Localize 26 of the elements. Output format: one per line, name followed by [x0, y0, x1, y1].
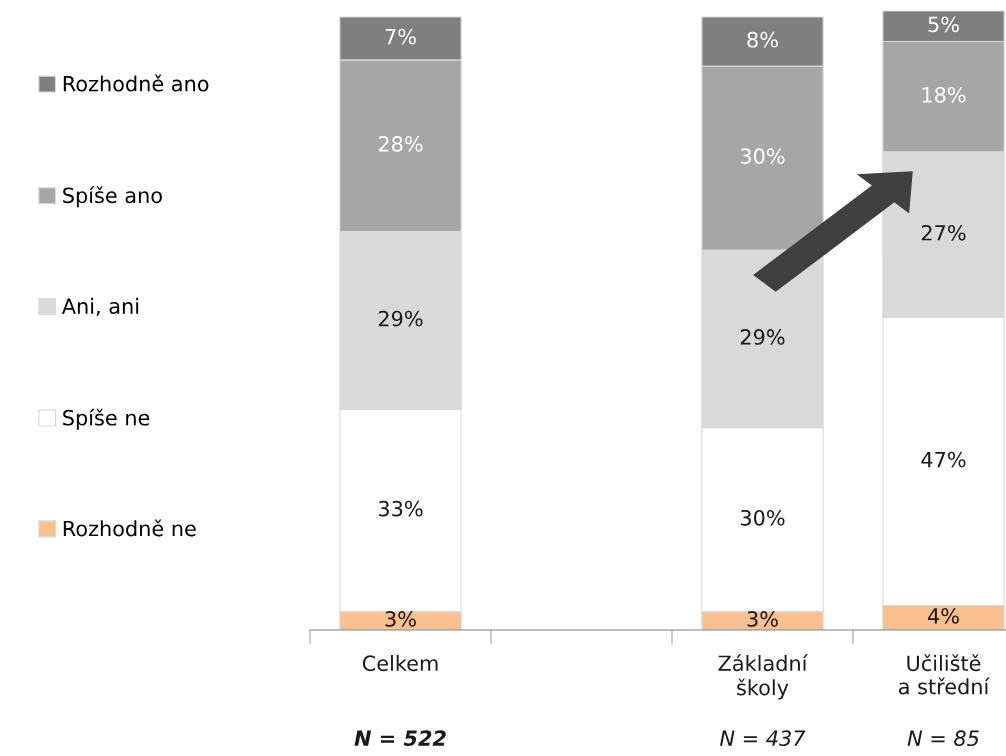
data-label: 47% [921, 451, 966, 468]
text: N = 522 [354, 730, 446, 747]
text: N = 85 [907, 730, 979, 747]
legend-label: Ani, ani [61, 297, 139, 317]
legend-label: Spíše ne [63, 408, 150, 430]
data-label: 27% [921, 224, 966, 241]
data-label: 29% [740, 329, 785, 345]
data-label: 3% [385, 611, 416, 627]
data-label: 8% [747, 31, 778, 48]
legend-label: Rozhodně ne [63, 519, 196, 537]
data-label: 29% [378, 310, 423, 327]
data-label: 33% [378, 500, 423, 517]
x-tick-label: Základní školy [718, 654, 808, 700]
data-label: 28% [378, 136, 423, 152]
text: N = 437 [720, 730, 806, 747]
data-label: 18% [922, 86, 966, 103]
data-label: 5% [928, 16, 959, 33]
data-label: 4% [927, 608, 959, 624]
data-label: 3% [747, 611, 778, 627]
data-label: 30% [740, 148, 785, 165]
x-tick-label: Celkem [362, 655, 438, 672]
x-tick-label: Učiliště a střední [898, 654, 990, 695]
legend-label: Rozhodně ano [63, 74, 209, 92]
data-label: 30% [740, 509, 785, 526]
legend-label: Spíše ano [63, 186, 162, 208]
data-label: 7% [385, 28, 416, 45]
